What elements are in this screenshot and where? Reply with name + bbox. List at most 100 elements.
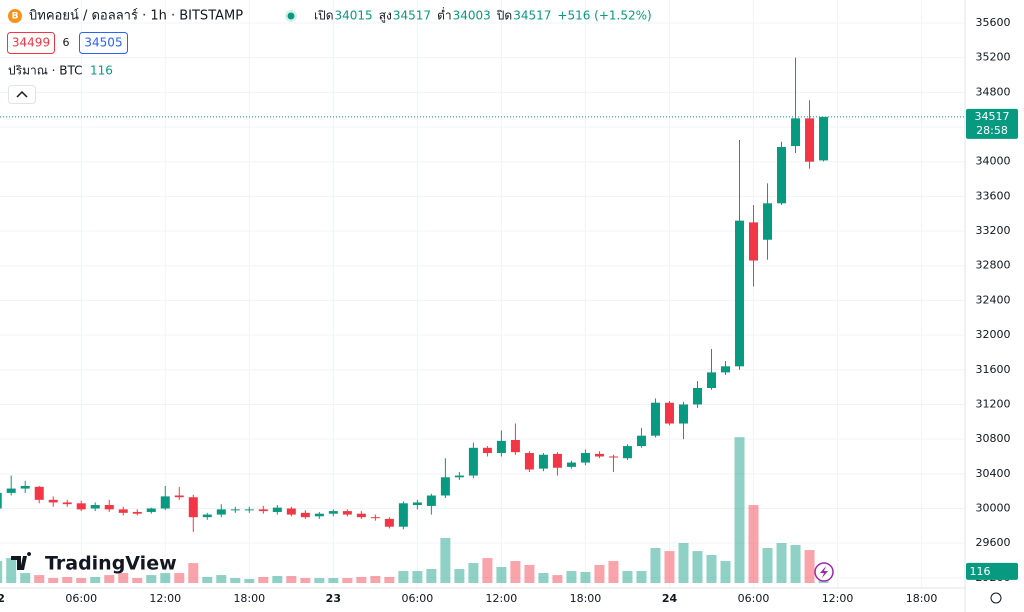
volume-bar	[0, 561, 3, 583]
volume-bar	[664, 551, 675, 583]
grid	[0, 0, 965, 588]
ask-box[interactable]	[79, 32, 128, 54]
y-tick-label: 32000	[976, 328, 1011, 341]
header: B บิทคอยน์ / ดอลลาร์ · 1h · BITSTAMP เปิ…	[7, 7, 652, 104]
candle-body	[230, 509, 240, 511]
candle-body	[132, 511, 142, 514]
volume-bar	[216, 575, 227, 583]
ohlc-label: สูง	[379, 9, 392, 24]
y-tick-label: 30000	[976, 502, 1011, 515]
settings-icon[interactable]	[990, 592, 1002, 604]
volume-bar	[286, 576, 297, 583]
y-tick-label: 32400	[976, 293, 1011, 306]
y-tick-label: 35600	[976, 16, 1011, 29]
btc-icon	[8, 9, 22, 23]
volume-bar	[62, 576, 73, 583]
volume-bar	[608, 561, 619, 583]
candle-body	[62, 502, 72, 505]
collapse-button[interactable]	[8, 85, 36, 104]
volume-bar	[34, 575, 45, 583]
candle-body	[286, 508, 296, 515]
volume-bar	[48, 578, 59, 583]
candle-body	[482, 447, 492, 454]
candle-body	[370, 517, 380, 519]
candle-body	[0, 492, 2, 509]
volume-bar	[650, 548, 661, 583]
volume-bar	[636, 571, 647, 583]
ohlc-label: ปิด	[496, 9, 512, 23]
volume-bar	[580, 571, 591, 583]
volume-bar	[790, 545, 801, 583]
candle-body	[622, 446, 632, 459]
candle-body	[202, 514, 212, 518]
btc-symbol: B	[12, 12, 19, 22]
ohlc-label: ต่ำ	[437, 7, 452, 23]
volume-pane	[0, 437, 829, 583]
candle-body	[342, 511, 352, 515]
candle-body	[749, 222, 759, 261]
candle-body	[594, 453, 604, 457]
ohlc-value: 34517	[513, 9, 551, 23]
volume-bar	[566, 571, 577, 583]
volume-bar	[538, 573, 549, 583]
candle-body	[468, 447, 478, 476]
volume-bar	[706, 555, 717, 583]
volume-bar	[76, 578, 87, 583]
bid-box[interactable]	[7, 32, 55, 54]
x-tick-label: 06:00	[65, 592, 97, 605]
x-tick-label: 22	[0, 592, 5, 605]
candle-body	[721, 366, 731, 373]
y-tick-label: 33200	[976, 224, 1011, 237]
candle-body	[440, 477, 450, 496]
volume-bar	[482, 558, 493, 583]
candle-body	[34, 486, 44, 500]
candle-body	[496, 440, 506, 454]
candle-body	[160, 496, 170, 509]
candle-body	[300, 512, 310, 518]
caret-icon	[16, 90, 28, 98]
candles	[0, 57, 829, 532]
candle-body	[272, 507, 282, 512]
candle-body	[608, 456, 618, 458]
bid: 34499	[12, 36, 50, 50]
candle-body	[650, 402, 660, 436]
candle-body	[735, 220, 745, 367]
candle-body	[636, 435, 646, 447]
volume-bar	[762, 548, 773, 583]
volume-bar	[594, 564, 605, 583]
axes: 2920029600300003040030800312003160032000…	[0, 16, 1011, 605]
volume-bar	[468, 563, 479, 583]
candle-body	[538, 454, 548, 469]
volume-bar	[384, 576, 395, 583]
candle-body	[791, 118, 801, 147]
volume-bar	[160, 573, 171, 583]
volume-bar	[146, 575, 157, 583]
ohlc-value: 34517	[393, 9, 431, 23]
candle-body	[524, 453, 534, 470]
candle-body	[777, 146, 787, 204]
volume-bar	[398, 571, 409, 583]
candle-body	[174, 495, 184, 498]
x-tick-label: 18:00	[906, 592, 938, 605]
status-dot	[287, 12, 295, 20]
volume-bar	[720, 561, 731, 583]
volume-bar	[188, 563, 199, 583]
candle-body	[356, 513, 366, 518]
volume-bar	[132, 578, 143, 583]
price-tag-label: 34517	[975, 110, 1010, 123]
volume-bar	[370, 576, 381, 583]
ohlc-value: 34015	[335, 9, 373, 23]
volume-bar	[244, 578, 255, 583]
logo: TradingView	[11, 552, 177, 575]
volume-bar	[454, 569, 465, 583]
volume-tag-label: 116	[970, 565, 991, 578]
volume-bar	[496, 566, 507, 583]
volume-bar	[804, 550, 815, 583]
candle-body	[426, 495, 436, 506]
title: บิทคอยน์ / ดอลลาร์ · 1h · BITSTAMP	[29, 8, 243, 24]
candle-body	[90, 505, 100, 509]
y-tick-label: 34000	[976, 155, 1011, 168]
x-tick-label: 12:00	[822, 592, 854, 605]
